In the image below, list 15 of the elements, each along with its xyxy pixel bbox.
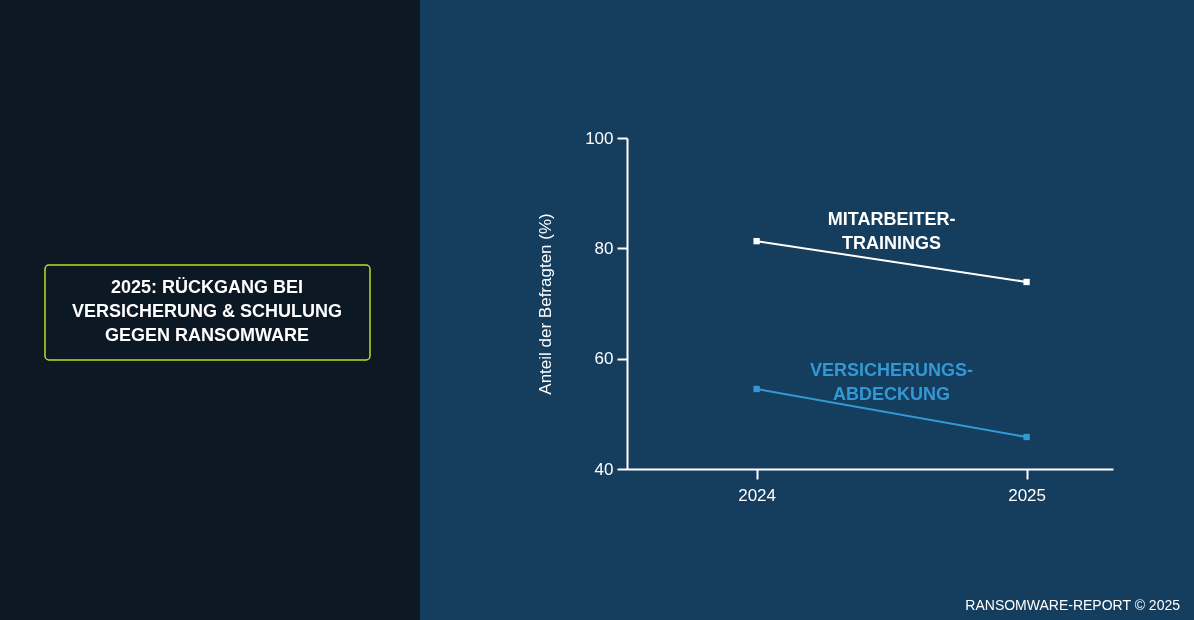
y-tick-label: 60 [594, 349, 614, 369]
text: RANSOMWARE-REPORT © 2025 [965, 597, 1181, 613]
y-tick-label: 40 [594, 459, 614, 479]
point [753, 238, 760, 245]
point [753, 385, 760, 393]
series-label: VERSICHERUNGS-ABDECKUNG [810, 360, 974, 405]
y-axis-title: Anteil der Befragten (%) [536, 213, 556, 395]
point [1023, 278, 1030, 286]
y-tick-label: 100 [585, 128, 614, 148]
point [1023, 433, 1030, 441]
text: 2025: RÜCKGANG BEI VERSICHERUNG & SCHULUNG GEGEN RANSOMWARE [71, 277, 343, 345]
y-tick-label: 80 [594, 238, 614, 258]
series-label: MITARBEITER-TRAININGS [827, 208, 956, 253]
x-tick-label: 2024 [738, 485, 777, 505]
x-tick-label: 2025 [1008, 485, 1047, 505]
